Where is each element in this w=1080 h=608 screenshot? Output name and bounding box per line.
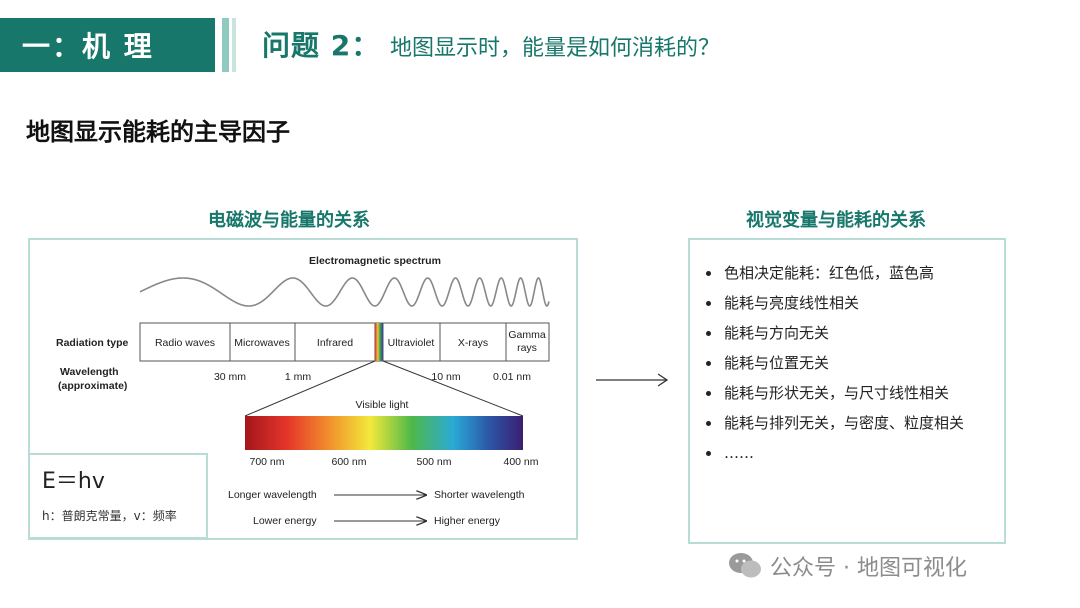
band-microwaves: Microwaves <box>234 337 289 349</box>
right-panel-title: 视觉变量与能耗的关系 <box>746 210 926 231</box>
em-wave-line <box>139 277 550 307</box>
em-spectrum-figure: Electromagnetic spectrum Radiation type … <box>56 255 550 527</box>
zoom-line-right <box>382 360 524 417</box>
visible-light-label: Visible light <box>356 399 409 411</box>
watermark-text: 公众号 · 地图可视化 <box>770 556 967 581</box>
formula-box: E＝hv h：普朗克常量，v：频率 <box>28 453 208 539</box>
tick-700nm: 700 nm <box>249 456 284 468</box>
figure-title: Electromagnetic spectrum <box>309 255 441 267</box>
tick-500nm: 500 nm <box>416 456 451 468</box>
tick-600nm: 600 nm <box>331 456 366 468</box>
band-gamma-rays: Gamma rays <box>508 329 546 354</box>
question-text: 地图显示时，能量是如何消耗的？ <box>390 36 721 61</box>
tick-400nm: 400 nm <box>503 456 538 468</box>
energy-factor-list: 色相决定能耗：红色低，蓝色高 能耗与亮度线性相关 能耗与方向无关 能耗与位置无关 能耗与… <box>690 258 1004 468</box>
energy-factor-item: 色相决定能耗：红色低，蓝色高 <box>690 258 1004 288</box>
visible-spectrum-bar <box>245 416 523 450</box>
page-subtitle: 地图显示能耗的主导因子 <box>26 118 290 146</box>
band-ultraviolet: Ultraviolet <box>388 337 435 349</box>
energy-formula: E＝hv <box>42 469 105 494</box>
section-label: 一：机 理 <box>0 18 215 72</box>
longer-wavelength-label: Longer wavelength <box>228 489 317 501</box>
band-infrared: Infrared <box>317 337 353 349</box>
higher-energy-label: Higher energy <box>434 515 501 527</box>
connector-arrow <box>596 373 669 387</box>
question-number: 问题 2： <box>262 29 381 62</box>
energy-factor-item: 能耗与方向无关 <box>690 318 1004 348</box>
energy-factor-item: 能耗与排列无关，与密度、粒度相关 <box>690 408 1004 438</box>
left-panel-title: 电磁波与能量的关系 <box>208 210 370 231</box>
lower-energy-label: Lower energy <box>253 515 317 527</box>
tick-0-01nm: 0.01 nm <box>493 371 531 383</box>
wavelength-label: Wavelength <box>60 366 119 378</box>
energy-factor-item: 能耗与亮度线性相关 <box>690 288 1004 318</box>
zoom-line-left <box>244 360 376 417</box>
band-radio-waves: Radio waves <box>155 337 215 349</box>
tick-10nm: 10 nm <box>431 371 460 383</box>
energy-factor-item: 能耗与位置无关 <box>690 348 1004 378</box>
tick-1mm: 1 mm <box>285 371 312 383</box>
formula-note: h：普朗克常量，v：频率 <box>42 509 177 523</box>
wavelength-approx-label: (approximate) <box>58 380 127 392</box>
tick-30mm: 30 mm <box>214 371 246 383</box>
visible-strip <box>375 323 383 361</box>
band-x-rays: X-rays <box>458 337 488 349</box>
visual-variable-panel: 色相决定能耗：红色低，蓝色高 能耗与亮度线性相关 能耗与方向无关 能耗与位置无关 能耗与… <box>688 238 1006 544</box>
header-divider-bar <box>222 18 229 72</box>
shorter-wavelength-label: Shorter wavelength <box>434 489 525 501</box>
radiation-type-label: Radiation type <box>56 337 129 349</box>
footer-watermark: 公众号 · 地图可视化 <box>728 550 967 582</box>
energy-factor-item: 能耗与形状无关，与尺寸线性相关 <box>690 378 1004 408</box>
energy-factor-item: …… <box>690 438 1004 468</box>
header-divider-bar-light <box>232 18 236 72</box>
wechat-icon <box>729 553 761 578</box>
